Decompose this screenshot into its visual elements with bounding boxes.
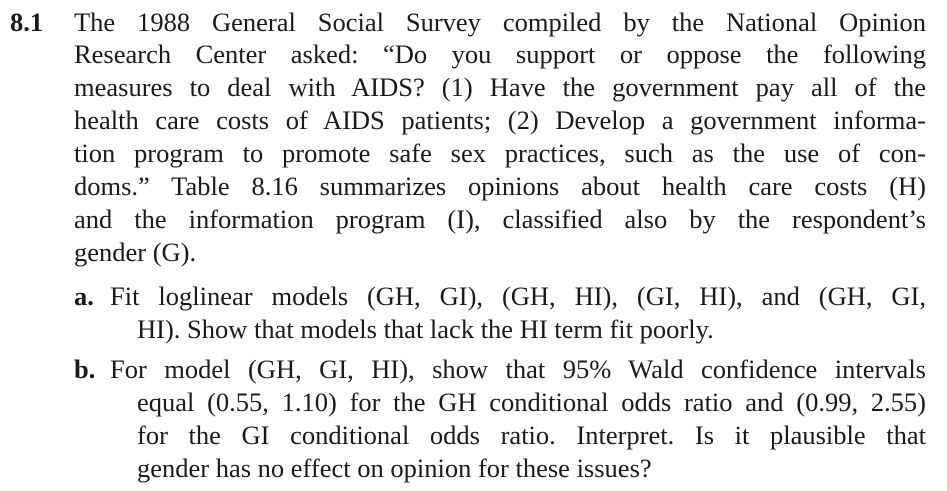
intro-line-1: The 1988 General Social Survey compiled …: [74, 7, 926, 37]
part-b-line-3: for the GI conditional odds ratio. Inter…: [137, 420, 926, 450]
part-b-line-1: For model (GH, GI, HI), show that 95% Wa…: [110, 354, 926, 384]
problem-number: 8.1: [10, 7, 44, 37]
intro-line-7: and the information program (I), classif…: [74, 204, 926, 234]
intro-line-2: Research Center asked: “Do you support o…: [74, 39, 926, 69]
part-a-line-1: Fit loglinear models (GH, GI), (GH, HI),…: [110, 281, 926, 311]
intro-line-6: doms.” Table 8.16 summarizes opinions ab…: [74, 171, 926, 201]
part-b-label: b.: [74, 354, 96, 384]
part-b-line-4: gender has no effect on opinion for thes…: [137, 453, 652, 483]
intro-line-3: measures to deal with AIDS? (1) Have the…: [74, 72, 926, 102]
intro-line-5: tion program to promote safe sex practic…: [74, 138, 926, 168]
part-a-line-2: HI). Show that models that lack the HI t…: [137, 314, 714, 344]
intro-line-8: gender (G).: [74, 237, 197, 267]
part-b-line-2: equal (0.55, 1.10) for the GH conditiona…: [137, 387, 926, 417]
intro-line-4: health care costs of AIDS patients; (2) …: [74, 105, 926, 135]
part-a-label: a.: [74, 281, 94, 311]
